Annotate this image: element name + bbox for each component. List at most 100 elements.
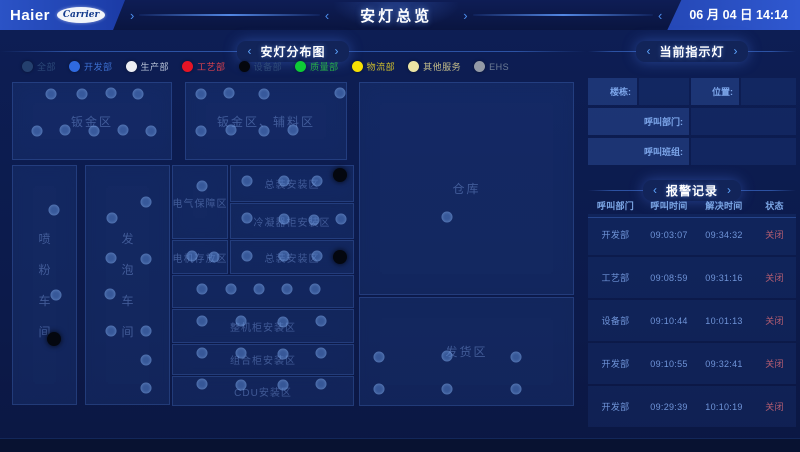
indicator-light-icon[interactable] xyxy=(258,88,270,100)
prev-icon[interactable]: ‹ xyxy=(652,183,657,197)
indicator-light-icon[interactable] xyxy=(278,213,290,225)
legend-item-全部[interactable]: 全部 xyxy=(22,60,56,73)
alert-light-icon[interactable] xyxy=(333,250,347,264)
indicator-light-icon[interactable] xyxy=(59,124,71,136)
indicator-light-icon[interactable] xyxy=(223,87,235,99)
indicator-light-icon[interactable] xyxy=(88,125,100,137)
indicator-light-icon[interactable] xyxy=(373,383,385,395)
indicator-light-icon[interactable] xyxy=(105,325,117,337)
legend-color-icon xyxy=(238,61,250,72)
indicator-light-icon[interactable] xyxy=(208,251,220,263)
indicator-light-icon[interactable] xyxy=(196,315,208,327)
indicator-light-icon[interactable] xyxy=(196,180,208,192)
footer-bar xyxy=(0,438,800,452)
indicator-light-icon[interactable] xyxy=(510,351,522,363)
indicator-light-icon[interactable] xyxy=(309,283,321,295)
indicator-light-icon[interactable] xyxy=(278,175,290,187)
indicator-light-icon[interactable] xyxy=(241,212,253,224)
indicator-light-icon[interactable] xyxy=(441,211,453,223)
legend-item-其他服务[interactable]: 其他服务 xyxy=(408,60,461,73)
indicator-light-icon[interactable] xyxy=(334,87,346,99)
indicator-form-row: 楼栋: 位置: xyxy=(588,78,796,105)
indicator-light-icon[interactable] xyxy=(196,283,208,295)
indicator-light-icon[interactable] xyxy=(186,250,198,262)
indicator-light-icon[interactable] xyxy=(105,252,117,264)
indicator-light-icon[interactable] xyxy=(76,88,88,100)
indicator-light-icon[interactable] xyxy=(441,350,453,362)
indicator-light-icon[interactable] xyxy=(241,250,253,262)
legend-item-工艺部[interactable]: 工艺部 xyxy=(182,60,226,73)
next-icon[interactable]: › xyxy=(733,44,738,58)
log-cell: 09:29:39 xyxy=(650,401,688,412)
indicator-light-icon[interactable] xyxy=(50,289,62,301)
legend-item-开发部[interactable]: 开发部 xyxy=(69,60,113,73)
indicator-light-icon[interactable] xyxy=(195,88,207,100)
indicator-light-icon[interactable] xyxy=(315,378,327,390)
legend-item-label: 工艺部 xyxy=(197,62,226,72)
indicator-light-icon[interactable] xyxy=(281,283,293,295)
next-icon[interactable]: › xyxy=(334,44,339,58)
legend-item-EHS[interactable]: EHS xyxy=(474,61,509,72)
indicator-light-icon[interactable] xyxy=(104,288,116,300)
indicator-light-icon[interactable] xyxy=(277,379,289,391)
indicator-light-icon[interactable] xyxy=(235,347,247,359)
indicator-light-icon[interactable] xyxy=(373,351,385,363)
haier-logo: Haier xyxy=(10,6,51,24)
indicator-light-icon[interactable] xyxy=(195,125,207,137)
indicator-light-icon[interactable] xyxy=(335,213,347,225)
indicator-section-pill: ‹ 当前指示灯 › xyxy=(636,40,748,62)
indicator-light-icon[interactable] xyxy=(140,196,152,208)
indicator-light-icon[interactable] xyxy=(117,124,129,136)
indicator-light-icon[interactable] xyxy=(31,125,43,137)
indicator-light-icon[interactable] xyxy=(48,204,60,216)
indicator-light-icon[interactable] xyxy=(308,214,320,226)
indicator-light-icon[interactable] xyxy=(225,124,237,136)
indicator-light-icon[interactable] xyxy=(132,88,144,100)
indicator-light-icon[interactable] xyxy=(510,383,522,395)
indicator-light-icon[interactable] xyxy=(311,250,323,262)
prev-icon[interactable]: ‹ xyxy=(247,44,252,58)
indicator-light-icon[interactable] xyxy=(277,316,289,328)
indicator-light-icon[interactable] xyxy=(311,175,323,187)
indicator-light-icon[interactable] xyxy=(196,378,208,390)
log-cell: 09:10:44 xyxy=(650,315,688,326)
indicator-light-icon[interactable] xyxy=(315,315,327,327)
indicator-light-icon[interactable] xyxy=(105,87,117,99)
indicator-light-icon[interactable] xyxy=(140,325,152,337)
top-bar: Haier Carrier › ‹ 安灯总览 › ‹ 06 月 04 日 14:… xyxy=(0,0,800,30)
call-dept-field-label: 呼叫部门: xyxy=(588,108,689,135)
indicator-light-icon[interactable] xyxy=(235,315,247,327)
column-header: 状态 xyxy=(765,201,784,211)
indicator-light-icon[interactable] xyxy=(253,283,265,295)
indicator-light-icon[interactable] xyxy=(145,125,157,137)
prev-icon[interactable]: ‹ xyxy=(646,44,651,58)
indicator-light-icon[interactable] xyxy=(140,354,152,366)
legend-color-icon xyxy=(22,61,33,72)
indicator-light-icon[interactable] xyxy=(258,125,270,137)
indicator-light-icon[interactable] xyxy=(315,347,327,359)
indicator-light-icon[interactable] xyxy=(140,382,152,394)
indicator-light-icon[interactable] xyxy=(287,124,299,136)
indicator-light-icon[interactable] xyxy=(106,212,118,224)
indicator-light-icon[interactable] xyxy=(45,88,57,100)
log-cell: 09:08:59 xyxy=(650,272,688,283)
indicator-light-icon[interactable] xyxy=(277,348,289,360)
alert-light-icon[interactable] xyxy=(47,332,61,346)
alert-light-icon[interactable] xyxy=(333,168,347,182)
legend-item-设备部[interactable]: 设备部 xyxy=(238,60,283,73)
indicator-light-icon[interactable] xyxy=(441,383,453,395)
indicator-light-icon[interactable] xyxy=(225,283,237,295)
legend-item-物流部[interactable]: 物流部 xyxy=(351,60,396,73)
next-icon[interactable]: › xyxy=(727,183,731,197)
legend-item-生产部[interactable]: 生产部 xyxy=(125,60,170,73)
indicator-light-icon[interactable] xyxy=(196,347,208,359)
zone-label: 电机存放区 xyxy=(172,253,228,265)
legend-item-质量部[interactable]: 质量部 xyxy=(295,60,339,73)
indicator-light-icon[interactable] xyxy=(235,379,247,391)
brand-logo: Haier Carrier xyxy=(0,0,125,30)
location-field-label: 位置: xyxy=(691,78,739,105)
indicator-light-icon[interactable] xyxy=(140,253,152,265)
indicator-light-icon[interactable] xyxy=(278,250,290,262)
call-team-field-value xyxy=(691,138,796,165)
indicator-light-icon[interactable] xyxy=(241,175,253,187)
